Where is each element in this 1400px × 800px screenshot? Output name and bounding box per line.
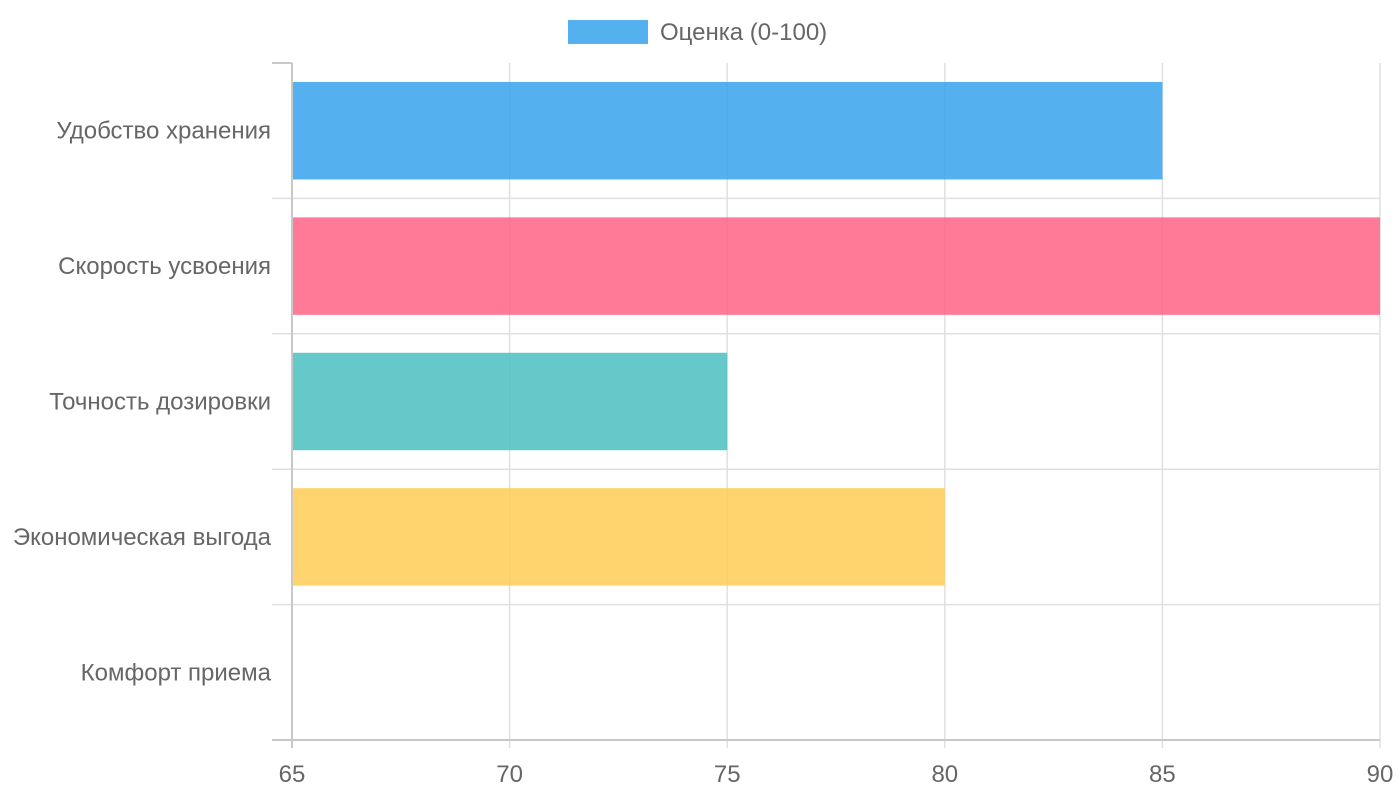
bar [292,81,1163,180]
axes [272,62,1380,748]
x-tick-label: 80 [931,761,958,788]
category-label: Удобство хранения [56,118,271,145]
x-tick-label: 70 [496,761,523,788]
legend[interactable]: Оценка (0-100) [568,19,827,46]
x-tick-label: 90 [1367,761,1394,788]
bar [292,217,1380,315]
category-label: Точность дозировки [49,389,271,416]
x-tick-label: 75 [714,761,741,788]
category-label: Скорость усвоения [58,253,271,280]
legend-swatch [568,20,648,44]
category-label: Комфорт приема [81,659,272,686]
x-axis-ticks: 65 70 75 80 85 90 [279,761,1394,788]
legend-label: Оценка (0-100) [660,19,827,46]
y-axis-categories: Удобство хранения Скорость усвоения Точнос… [13,118,272,687]
category-label: Экономическая выгода [13,524,272,551]
bar [292,488,945,586]
bars [292,81,1380,586]
bar [292,352,728,451]
x-tick-label: 85 [1149,761,1176,788]
x-tick-label: 65 [279,761,306,788]
